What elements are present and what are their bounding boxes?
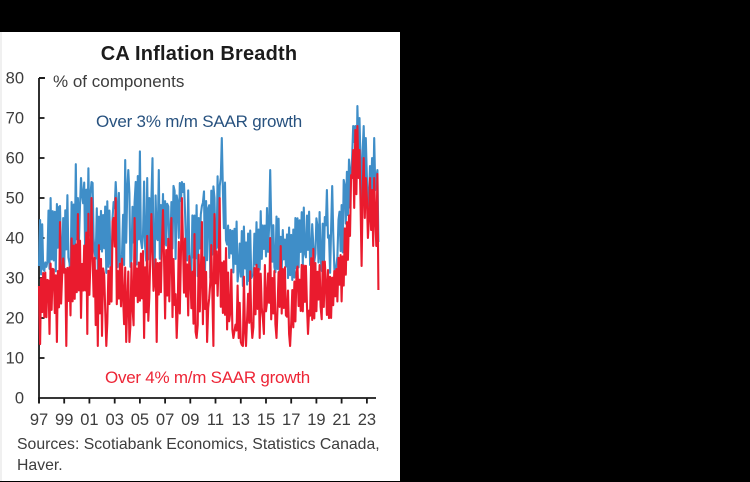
svg-text:70: 70 (6, 110, 24, 128)
svg-text:60: 60 (6, 150, 24, 168)
svg-text:09: 09 (181, 411, 199, 429)
svg-text:03: 03 (106, 411, 124, 429)
svg-text:11: 11 (207, 411, 224, 429)
svg-text:05: 05 (131, 411, 149, 429)
svg-text:99: 99 (55, 411, 73, 429)
svg-text:40: 40 (6, 230, 24, 248)
svg-text:20: 20 (6, 310, 24, 328)
svg-text:01: 01 (80, 411, 98, 429)
svg-text:% of components: % of components (53, 72, 184, 91)
svg-text:17: 17 (282, 411, 300, 429)
svg-text:23: 23 (358, 411, 376, 429)
svg-text:13: 13 (232, 411, 250, 429)
svg-text:Sources: Scotiabank Economics,: Sources: Scotiabank Economics, Statistic… (17, 436, 380, 453)
svg-text:Over 3% m/m SAAR growth: Over 3% m/m SAAR growth (96, 112, 302, 131)
svg-text:CA Inflation Breadth: CA Inflation Breadth (101, 43, 298, 65)
svg-text:21: 21 (332, 411, 350, 429)
svg-text:Haver.: Haver. (17, 457, 63, 474)
svg-text:50: 50 (6, 190, 24, 208)
svg-text:19: 19 (307, 411, 325, 429)
svg-text:0: 0 (15, 390, 24, 408)
svg-text:97: 97 (30, 411, 48, 429)
svg-text:10: 10 (6, 350, 24, 368)
svg-text:80: 80 (6, 70, 24, 88)
svg-text:15: 15 (257, 411, 275, 429)
svg-text:Over 4% m/m SAAR growth: Over 4% m/m SAAR growth (105, 368, 310, 387)
svg-text:07: 07 (156, 411, 174, 429)
svg-text:30: 30 (6, 270, 24, 288)
